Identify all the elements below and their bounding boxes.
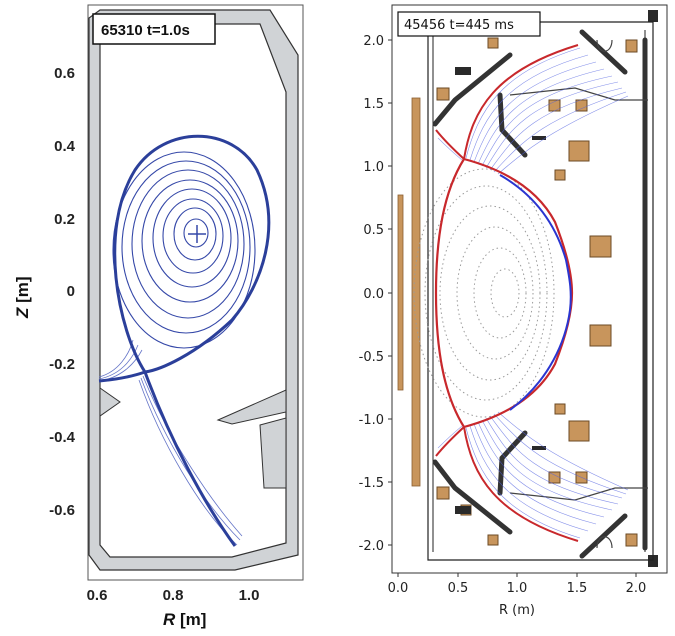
left-separatrix-outer-leg (143, 371, 237, 547)
left-panel: 65310 t=1.0s 0.6 0.4 0.2 0 -0.2 -0.4 -0.… (13, 4, 304, 629)
left-lower-left-tile (99, 387, 121, 417)
right-sol-fan-upper (465, 47, 629, 175)
right-y-tick: 1.5 (363, 97, 384, 112)
left-magnetic-axis-marker (188, 225, 206, 243)
right-central-solenoid (411, 97, 421, 487)
right-tick-marks (388, 39, 637, 577)
right-separatrix-legs (435, 44, 579, 542)
right-x-tick: 1.5 (567, 581, 588, 596)
left-y-tick: 0.2 (54, 211, 75, 228)
left-shot-label-box (92, 13, 216, 45)
left-baffle-tile (216, 389, 287, 425)
left-y-tick: 0.6 (54, 65, 75, 82)
right-vessel-outline (427, 21, 654, 561)
right-pipe-lines (509, 39, 648, 549)
left-separatrix-inner-leg (98, 370, 146, 383)
right-x-tick: 0.0 (388, 581, 409, 596)
left-shot-label: 65310 t=1.0s (101, 22, 190, 39)
right-separatrix-core (434, 157, 574, 429)
right-y-tick: -1.0 (359, 413, 384, 428)
right-flux-surfaces (413, 168, 555, 418)
right-y-tick: -2.0 (359, 539, 384, 554)
left-x-axis-label: R [m] (163, 610, 206, 629)
left-y-ticks: 0.6 0.4 0.2 0 -0.2 -0.4 -0.6 (49, 65, 76, 519)
right-x-tick: 1.0 (507, 581, 528, 596)
left-y-tick: -0.6 (49, 502, 75, 519)
left-separatrix (113, 134, 271, 374)
right-shot-label: 45456 t=445 ms (404, 18, 514, 33)
left-x-tick: 0.8 (163, 587, 184, 604)
right-y-tick: -1.5 (359, 476, 384, 491)
right-y-tick: 1.0 (363, 160, 384, 175)
right-x-tick: 2.0 (626, 581, 647, 596)
left-y-tick: 0 (67, 283, 75, 300)
left-y-tick: -0.4 (49, 429, 76, 446)
left-x-tick: 1.0 (239, 587, 260, 604)
left-divertor-tile (259, 417, 287, 489)
left-x-ticks: 0.6 0.8 1.0 (87, 587, 260, 604)
left-y-axis-label: Z [m] (13, 276, 32, 319)
right-y-ticks: 2.0 1.5 1.0 0.5 0.0 -0.5 -1.0 -1.5 -2.0 (359, 34, 384, 554)
right-x-axis-label: R (m) (499, 603, 535, 618)
left-vessel-wall (88, 9, 299, 571)
right-y-tick: 0.0 (363, 287, 384, 302)
right-shot-label-box (397, 11, 541, 37)
right-inner-coil (397, 194, 404, 391)
right-divertor-plates (432, 29, 648, 559)
left-y-tick: 0.4 (54, 138, 76, 155)
right-panel: 45456 t=445 ms 2.0 1.5 1.0 0.5 0.0 -0.5 … (359, 4, 668, 618)
right-y-tick: 0.5 (363, 223, 384, 238)
right-y-tick: -0.5 (359, 350, 384, 365)
right-y-tick: 2.0 (363, 34, 384, 49)
right-sol-fan-lower (465, 411, 629, 539)
right-x-tick: 0.5 (448, 581, 469, 596)
right-hardware-blocks (455, 10, 658, 567)
right-x-ticks: 0.0 0.5 1.0 1.5 2.0 (388, 581, 647, 596)
right-lcfs-outer (499, 174, 572, 411)
left-flux-surfaces (112, 151, 256, 349)
left-y-tick: -0.2 (49, 356, 75, 373)
left-x-tick: 0.6 (87, 587, 108, 604)
